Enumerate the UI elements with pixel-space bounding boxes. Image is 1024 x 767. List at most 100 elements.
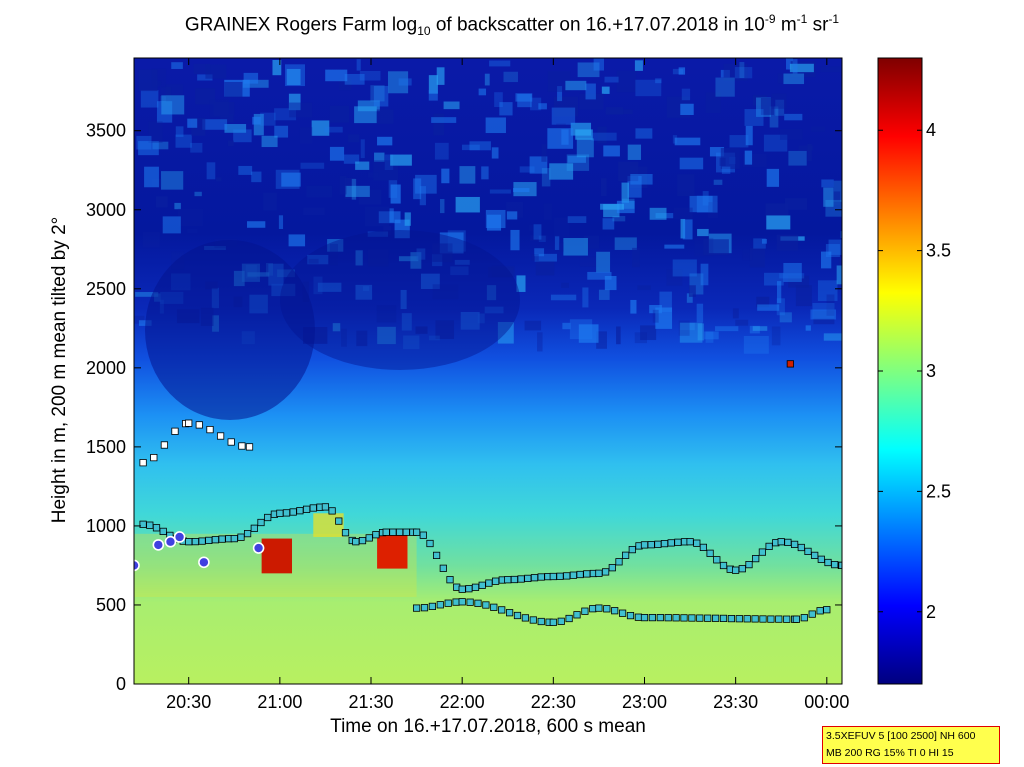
heatmap-speckle xyxy=(547,71,571,92)
heatmap-speckle xyxy=(431,117,457,123)
colorbar-tick-label: 4 xyxy=(926,120,936,140)
boundary-layer-marker xyxy=(738,565,746,573)
lower-layer-marker xyxy=(466,598,474,606)
heatmap-speckle xyxy=(387,71,409,94)
heatmap-speckle xyxy=(454,259,470,265)
heatmap-speckle xyxy=(697,323,704,341)
heatmap-speckle xyxy=(420,273,440,290)
heatmap-speckle xyxy=(704,331,719,340)
heatmap-speckle xyxy=(513,188,530,193)
upper-layer-marker xyxy=(216,432,225,440)
lower-layer-marker xyxy=(783,615,791,623)
heatmap-speckle xyxy=(723,63,748,81)
lower-layer-marker xyxy=(581,607,589,615)
heatmap-speckle xyxy=(436,67,445,85)
lower-layer-marker xyxy=(823,606,831,614)
heatmap-dark-patch xyxy=(145,240,315,420)
boundary-layer-marker xyxy=(549,572,557,581)
heatmap-speckle xyxy=(215,177,222,182)
boundary-layer-marker xyxy=(667,539,675,547)
heatmap-speckle xyxy=(652,309,659,323)
heatmap-speckle xyxy=(344,177,356,199)
heatmap-speckle xyxy=(162,216,181,234)
boundary-layer-marker xyxy=(358,537,367,545)
heatmap-speckle xyxy=(510,229,520,251)
lower-layer-marker xyxy=(611,607,619,615)
heatmap-speckle xyxy=(503,71,518,83)
heatmap-speckle xyxy=(659,291,672,312)
boundary-layer-marker xyxy=(276,509,284,517)
heatmap-speckle xyxy=(156,101,173,123)
upper-layer-marker xyxy=(139,459,147,467)
boundary-layer-marker xyxy=(791,540,799,549)
y-axis-label: Height in m, 200 m mean tilted by 2° xyxy=(49,216,70,524)
heatmap-speckle xyxy=(696,303,704,323)
heatmap-speckle xyxy=(224,82,243,98)
boundary-layer-marker xyxy=(471,583,480,591)
heatmap-speckle xyxy=(161,171,184,190)
heatmap-speckle xyxy=(749,325,760,334)
heatmap-speckle xyxy=(485,117,506,134)
heatmap-speckle xyxy=(812,302,835,319)
lower-layer-marker xyxy=(521,614,530,622)
heatmap-speckle xyxy=(306,185,333,198)
heatmap-speckle xyxy=(703,239,729,256)
boundary-layer-marker xyxy=(824,558,832,567)
heatmap-speckle xyxy=(530,97,542,111)
heatmap-speckle xyxy=(432,243,453,262)
boundary-layer-marker xyxy=(556,572,564,580)
heatmap-speckle xyxy=(497,322,514,344)
y-tick-label: 3000 xyxy=(86,200,126,220)
heatmap-speckle xyxy=(582,287,589,308)
boundary-layer-marker xyxy=(439,564,447,572)
heatmap-speckle xyxy=(404,212,411,226)
heatmap-speckle xyxy=(260,112,276,126)
heatmap-speckle xyxy=(807,143,812,162)
info-line-1: 3.5XEFUV 5 [100 2500] NH 600 xyxy=(826,730,976,742)
heatmap-speckle xyxy=(415,174,437,194)
heatmap-speckle xyxy=(242,79,269,88)
title-prefix: GRAINEX Rogers Farm log xyxy=(184,14,418,36)
heatmap-speckle xyxy=(674,137,701,146)
boundary-layer-marker xyxy=(713,556,721,564)
hot-block xyxy=(261,538,293,574)
heatmap-speckle xyxy=(197,74,213,81)
lower-layer-marker xyxy=(712,614,720,622)
heatmap-speckle xyxy=(597,126,607,144)
x-tick-label: 22:00 xyxy=(440,692,485,712)
lower-layer-marker xyxy=(696,614,704,622)
heatmap-speckle xyxy=(289,102,313,118)
x-axis-label: Time on 16.+17.07.2018, 600 s mean xyxy=(330,716,646,737)
heatmap-speckle xyxy=(329,146,345,161)
colorbar-tick-label: 3 xyxy=(926,361,936,381)
boundary-layer-marker xyxy=(282,509,291,517)
boundary-layer-marker xyxy=(719,561,728,570)
heatmap-speckle xyxy=(708,202,719,218)
heatmap-speckle xyxy=(529,156,548,174)
heatmap-speckle xyxy=(550,294,577,301)
heatmap-speckle xyxy=(591,132,617,141)
boundary-layer-marker xyxy=(784,538,792,547)
boundary-layer-marker xyxy=(382,528,390,536)
heatmap-speckle xyxy=(355,284,373,300)
surface-circle-marker xyxy=(198,556,210,569)
lower-layer-marker xyxy=(490,603,498,611)
heatmap-speckle xyxy=(616,326,621,345)
boundary-layer-marker xyxy=(191,538,199,546)
heatmap-speckle xyxy=(174,202,181,210)
heatmap-speckle xyxy=(274,108,297,121)
heatmap-speckle xyxy=(224,124,247,133)
title-middle: of backscatter on 16.+17.07.2018 in 10 xyxy=(430,14,765,36)
heatmap-speckle xyxy=(410,252,422,269)
lower-layer-marker xyxy=(672,614,680,622)
lower-layer-marker xyxy=(775,615,783,623)
heatmap-speckle xyxy=(561,282,569,288)
heatmap-speckle xyxy=(600,203,624,210)
heatmap-speckle xyxy=(516,275,526,292)
heatmap-speckle xyxy=(155,80,162,86)
lower-layer-marker xyxy=(735,615,743,623)
heatmap-speckle xyxy=(679,322,703,343)
heatmap-speckle xyxy=(450,266,469,276)
lower-layer-marker xyxy=(688,614,696,622)
boundary-layer-marker xyxy=(699,543,708,552)
